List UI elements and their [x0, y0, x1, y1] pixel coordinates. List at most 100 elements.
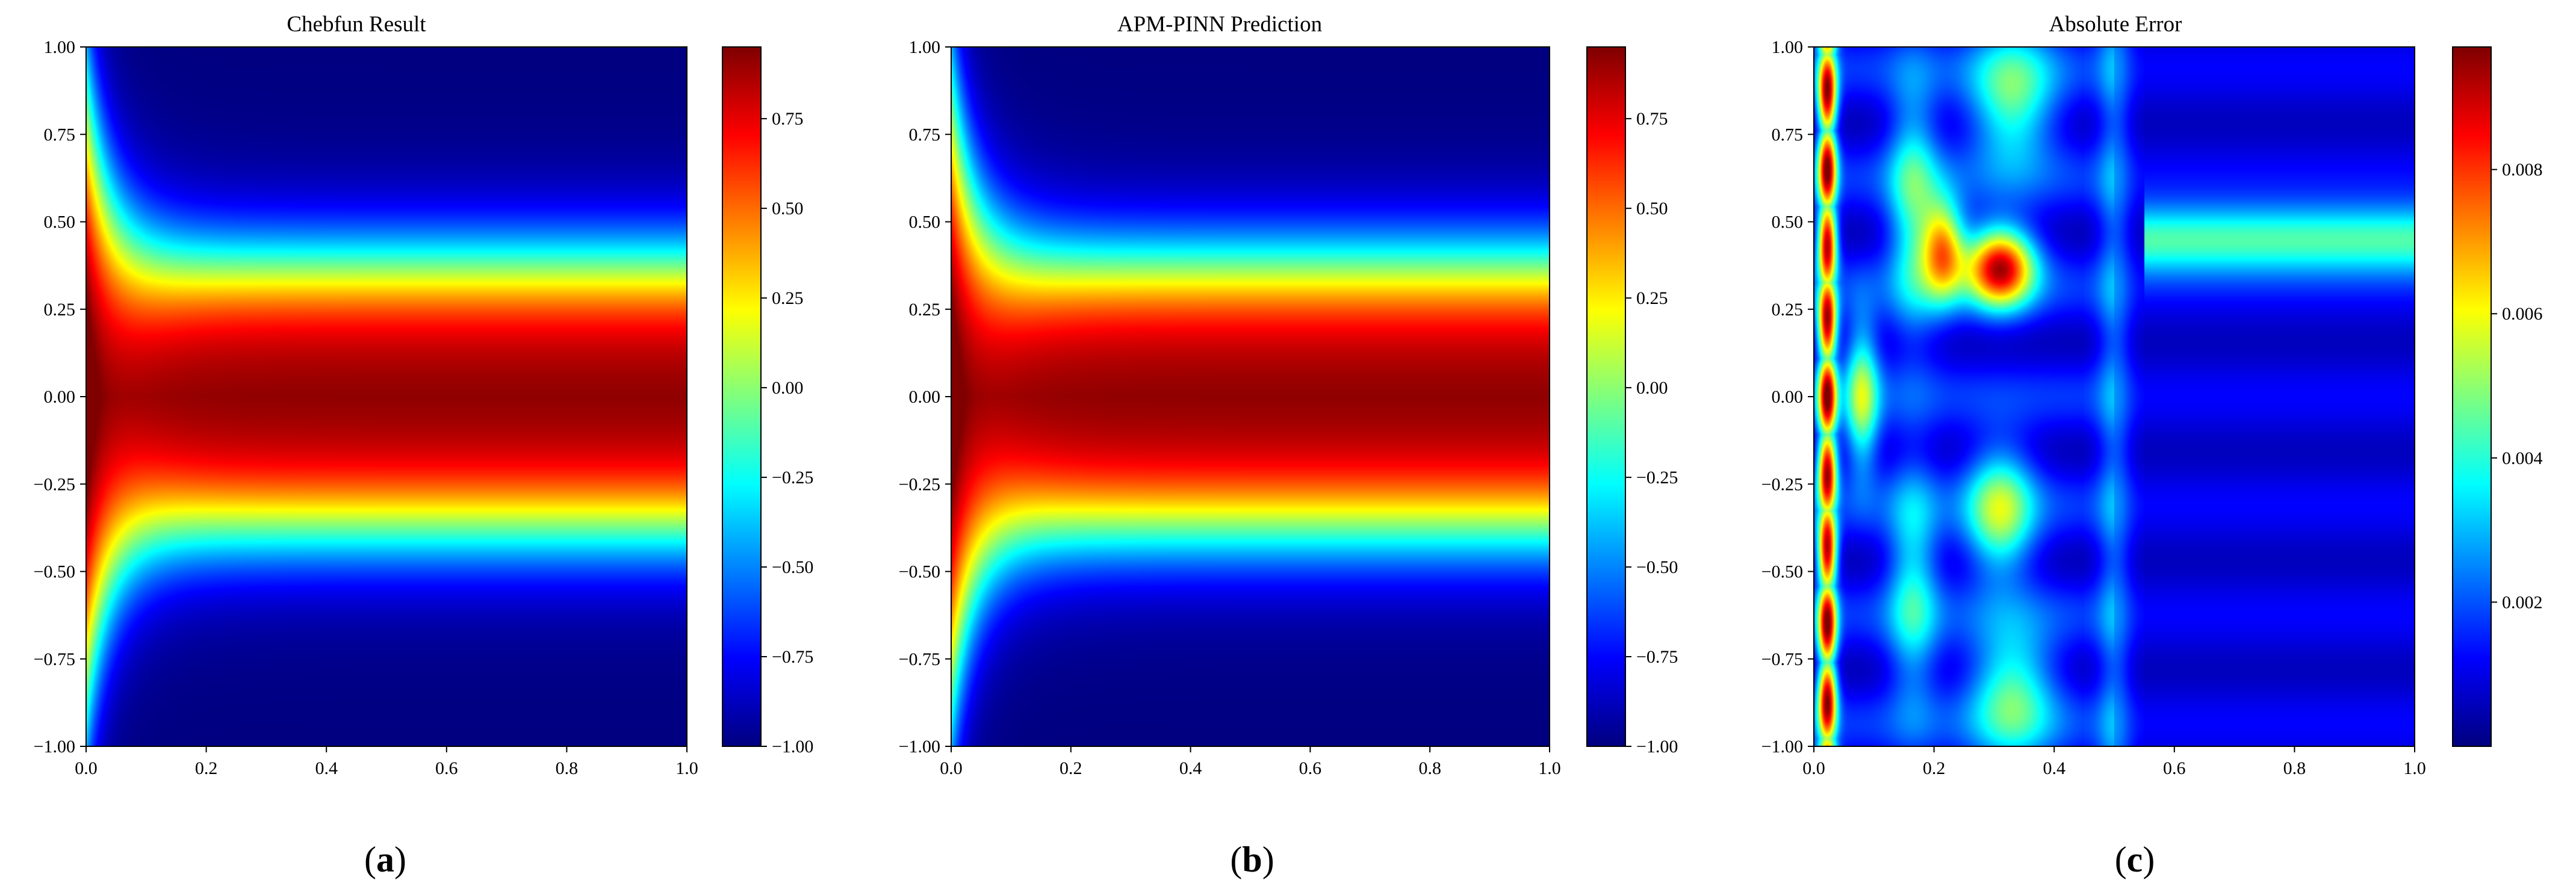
y-tick-label: −0.25: [899, 474, 940, 494]
colorbar-tick-label: 0.004: [2502, 448, 2543, 468]
colorbar-tick-label: −0.75: [1636, 647, 1678, 667]
panel-c-caption: (c): [2115, 840, 2155, 879]
panel-c-colorbar-gradient: [2453, 47, 2491, 746]
y-tick-label: −0.50: [34, 562, 75, 582]
y-tick-label: 0.00: [44, 387, 76, 407]
colorbar-tick-label: −0.25: [1636, 468, 1678, 488]
panel-c-title: Absolute Error: [2049, 12, 2182, 37]
y-tick-label: 0.25: [44, 300, 76, 320]
panel-a-caption: (a): [364, 840, 406, 879]
x-tick-label: 0.2: [1060, 758, 1082, 778]
y-tick-label: 0.75: [909, 125, 941, 144]
y-tick-label: −1.00: [899, 737, 940, 757]
x-tick-label: 1.0: [1538, 758, 1561, 778]
y-tick-label: −0.50: [899, 562, 940, 582]
y-tick-label: 0.50: [1772, 212, 1804, 232]
panel-a-heatmap: [85, 46, 687, 747]
colorbar-tick-label: 0.006: [2502, 304, 2543, 324]
colorbar-tick-label: 0.75: [1636, 109, 1668, 129]
y-tick-label: −0.25: [1761, 474, 1803, 494]
panel-c-colorbar-holder: [2453, 47, 2491, 746]
y-tick-label: 0.50: [44, 212, 76, 232]
x-tick-label: 0.0: [940, 758, 963, 778]
panel-a-colorbar-holder: [722, 47, 761, 746]
x-tick-label: 0.8: [1418, 758, 1441, 778]
colorbar-tick-label: −1.00: [1636, 737, 1678, 757]
colorbar-tick-label: 0.50: [772, 199, 804, 218]
y-tick-label: −0.75: [1761, 649, 1803, 669]
colorbar-tick-label: 0.25: [1636, 288, 1668, 308]
panel-c: Absolute Error 0.0 0.2 0.4 0.6 0.8 1.0 1.00 0.7…: [1761, 12, 2543, 879]
y-tick-label: −1.00: [34, 737, 75, 757]
y-tick-label: −0.50: [1761, 562, 1803, 582]
y-tick-label: 0.25: [909, 300, 941, 320]
panel-b-colorbar-gradient: [1587, 47, 1625, 746]
colorbar-tick-label: 0.25: [772, 288, 804, 308]
x-tick-label: 1.0: [675, 758, 698, 778]
y-tick-label: −1.00: [1761, 737, 1803, 757]
y-tick-label: 1.00: [909, 37, 941, 57]
x-tick-label: 0.8: [556, 758, 579, 778]
panel-c-colorbar: 0.008 0.006 0.004 0.002: [2452, 46, 2543, 747]
colorbar-tick-label: 0.00: [772, 378, 804, 398]
colorbar-tick-label: −0.75: [772, 647, 813, 667]
panel-c-colorbar-frame: [2452, 46, 2492, 747]
y-tick-label: −0.25: [34, 474, 75, 494]
panel-a: Chebfun Result 0.0 0.2 0.4 0.6 0.8 1.0 1.00 0.7…: [34, 12, 814, 879]
panel-a-colorbar-ticks: 0.75 0.50 0.25 0.00 −0.25 −0.50 −0.75 −1.00: [761, 109, 813, 757]
panel-b: APM-PINN Prediction 0.0 0.2 0.4 0.6 0.8 1.0 1.…: [899, 12, 1678, 879]
colorbar-tick-label: −0.50: [772, 557, 813, 577]
panel-b-colorbar-ticks: 0.75 0.50 0.25 0.00 −0.25 −0.50 −0.75 −1.00: [1625, 109, 1678, 757]
panel-b-canvas-holder: [951, 47, 1550, 746]
x-tick-label: 0.6: [2163, 758, 2186, 778]
panel-a-canvas-holder: [86, 47, 687, 746]
x-tick-label: 0.0: [1802, 758, 1825, 778]
panel-c-axes: 0.0 0.2 0.4 0.6 0.8 1.0 1.00 0.75 0.50 0.25 0.00 −0…: [1761, 37, 2426, 778]
x-tick-label: 0.0: [75, 758, 98, 778]
panel-b-title: APM-PINN Prediction: [1117, 12, 1322, 37]
panel-c-canvas-holder: [1814, 47, 2415, 746]
panel-a-colorbar: 0.75 0.50 0.25 0.00 −0.25 −0.50 −0.75 −1.00: [722, 46, 813, 757]
colorbar-tick-label: 0.002: [2502, 592, 2543, 612]
y-tick-label: 0.50: [909, 212, 941, 232]
panel-b-field: [951, 47, 1550, 746]
panel-c-field: [1814, 47, 2415, 746]
x-tick-label: 0.2: [1923, 758, 1946, 778]
colorbar-tick-label: −0.25: [772, 468, 813, 488]
x-tick-label: 0.4: [2043, 758, 2065, 778]
y-tick-label: 1.00: [1772, 37, 1804, 57]
panel-a-axes: 0.0 0.2 0.4 0.6 0.8 1.0 1.00 0.75 0.50 0.25 0.00 −0…: [34, 37, 698, 778]
panel-b-heatmap: [951, 46, 1550, 747]
panel-b-caption: (b): [1230, 840, 1274, 879]
x-tick-label: 0.2: [195, 758, 218, 778]
panel-a-colorbar-gradient: [722, 47, 761, 746]
panel-a-title: Chebfun Result: [287, 12, 426, 37]
y-tick-label: 0.25: [1772, 300, 1804, 320]
colorbar-tick-label: 0.75: [772, 109, 804, 129]
colorbar-tick-label: 0.00: [1636, 378, 1668, 398]
x-tick-label: 0.6: [1299, 758, 1322, 778]
panel-b-colorbar: 0.75 0.50 0.25 0.00 −0.25 −0.50 −0.75 −1.00: [1586, 46, 1678, 757]
x-tick-label: 0.8: [2283, 758, 2306, 778]
panel-b-colorbar-frame: [1586, 46, 1626, 747]
x-tick-label: 0.6: [435, 758, 458, 778]
y-tick-label: 0.75: [1772, 125, 1804, 144]
colorbar-tick-label: 0.008: [2502, 160, 2543, 180]
panel-b-axes: 0.0 0.2 0.4 0.6 0.8 1.0 1.00 0.75 0.50 0.25 0.00 −0…: [899, 37, 1561, 778]
y-tick-label: −0.75: [34, 649, 75, 669]
y-tick-label: −0.75: [899, 649, 940, 669]
y-tick-label: 0.75: [44, 125, 76, 144]
colorbar-tick-label: 0.50: [1636, 199, 1668, 218]
x-tick-label: 0.4: [315, 758, 338, 778]
y-tick-label: 1.00: [44, 37, 76, 57]
x-tick-label: 0.4: [1179, 758, 1202, 778]
colorbar-tick-label: −0.50: [1636, 557, 1678, 577]
panel-c-colorbar-ticks: 0.008 0.006 0.004 0.002: [2491, 160, 2543, 612]
y-tick-label: 0.00: [909, 387, 941, 407]
x-tick-label: 1.0: [2403, 758, 2426, 778]
panel-b-colorbar-holder: [1587, 47, 1625, 746]
panel-c-heatmap: [1813, 46, 2415, 747]
colorbar-tick-label: −1.00: [772, 737, 813, 757]
panel-a-field: [86, 47, 687, 746]
